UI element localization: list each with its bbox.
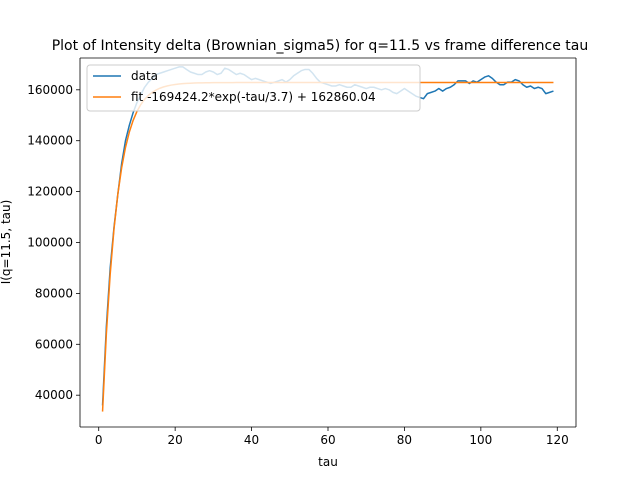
x-tick-label: 120	[546, 433, 569, 447]
y-tick-label: 100000	[27, 236, 73, 250]
x-axis-label: tau	[318, 455, 338, 469]
legend-label-fit: fit -169424.2*exp(-tau/3.7) + 162860.04	[131, 90, 376, 104]
y-axis-ticks: 40000 60000 80000 100000 120000 140000 160000	[27, 83, 80, 402]
legend-box	[86, 64, 421, 112]
y-tick-label: 120000	[27, 185, 73, 199]
axes-background	[80, 58, 576, 427]
x-axis-ticks: 0 20 40 60 80 100 120	[95, 427, 569, 447]
plot-area	[79, 57, 577, 428]
y-tick-label: 140000	[27, 134, 73, 148]
x-tick-label: 20	[168, 433, 183, 447]
x-tick-label: 80	[397, 433, 412, 447]
y-tick-label: 160000	[27, 83, 73, 97]
y-axis-label: I(q=11.5, tau)	[0, 200, 13, 285]
legend-label-data: data	[131, 69, 158, 83]
y-tick-label: 40000	[35, 388, 73, 402]
x-tick-label: 100	[469, 433, 492, 447]
x-tick-label: 40	[244, 433, 259, 447]
x-tick-label: 0	[95, 433, 103, 447]
chart-title: Plot of Intensity delta (Brownian_sigma5…	[52, 38, 589, 54]
legend: data fit -169424.2*exp(-tau/3.7) + 16286…	[86, 64, 421, 112]
y-tick-label: 60000	[35, 337, 73, 351]
x-tick-label: 60	[320, 433, 335, 447]
y-tick-label: 80000	[35, 286, 73, 300]
